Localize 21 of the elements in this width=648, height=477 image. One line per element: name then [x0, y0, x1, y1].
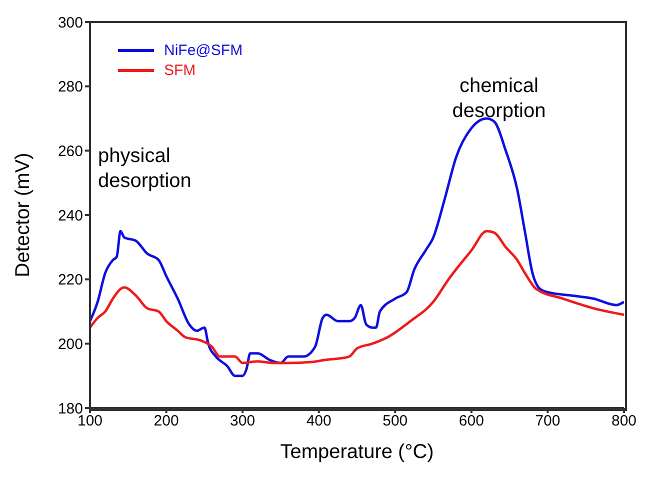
x-tick-label: 200 [154, 412, 179, 430]
y-tick-label: 240 [58, 207, 83, 224]
y-tick-label: 300 [58, 14, 83, 32]
y-tick-label: 260 [58, 142, 83, 160]
x-tick-label: 400 [306, 412, 332, 430]
legend-label: NiFe@SFM [164, 42, 243, 58]
annotation: physical desorption [98, 144, 192, 194]
y-axis-title: Detector (mV) [12, 152, 34, 278]
x-tick-label: 300 [230, 412, 256, 430]
line-series [90, 230, 624, 364]
x-tick-label: 800 [611, 412, 637, 430]
annotation: chemical desorption [451, 74, 547, 124]
x-tick-label: 700 [535, 412, 560, 430]
x-axis-title: Temperature (°C) [280, 441, 434, 463]
y-tick-label: 200 [58, 336, 83, 353]
x-tick-label: 100 [77, 412, 103, 430]
y-tick-label: 220 [58, 272, 83, 289]
x-tick-label: 600 [458, 412, 484, 430]
legend-label: SFM [164, 62, 196, 78]
x-tick-label: 500 [382, 412, 408, 430]
y-tick-label: 280 [58, 78, 83, 96]
